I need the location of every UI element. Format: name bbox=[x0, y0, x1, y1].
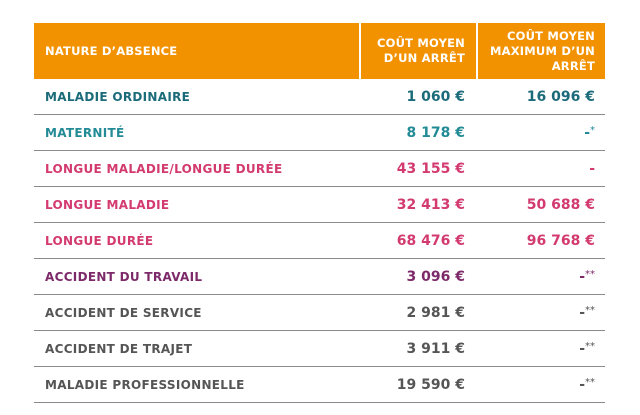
row-cout-moyen: 19 590 € bbox=[396, 376, 465, 393]
table-row: LONGUE MALADIE 32 413 € 50 688 € bbox=[34, 187, 605, 223]
table-row: LONGUE MALADIE/LONGUE DURÉE 43 155 € - bbox=[34, 151, 605, 187]
table-row: ACCIDENT DE TRAJET 3 911 € -** bbox=[34, 331, 605, 367]
row-cout-max: - bbox=[476, 161, 605, 177]
row-cout-moyen: 43 155 € bbox=[396, 160, 465, 177]
table-row: ACCIDENT DU TRAVAIL 3 096 € -** bbox=[34, 259, 605, 295]
footnote-marker: ** bbox=[585, 340, 595, 352]
row-nature: ACCIDENT DE SERVICE bbox=[45, 305, 202, 320]
header-cout-moyen: COÛT MOYEN D’UN ARRÊT bbox=[361, 23, 476, 79]
header-cout-moyen-max: COÛT MOYEN MAXIMUM D’UN ARRÊT bbox=[478, 23, 605, 79]
table-row: MATERNITÉ 8 178 € -* bbox=[34, 115, 605, 151]
row-cout-max: -** bbox=[476, 377, 605, 393]
header-cout-moyen-label: COÛT MOYEN D’UN ARRÊT bbox=[376, 36, 465, 65]
cout-max-value: - bbox=[584, 124, 590, 141]
row-nature: MALADIE ORDINAIRE bbox=[45, 89, 191, 104]
row-nature: LONGUE MALADIE/LONGUE DURÉE bbox=[45, 161, 283, 176]
row-nature: MALADIE PROFESSIONNELLE bbox=[45, 377, 245, 392]
row-cout-max: 96 768 € bbox=[476, 233, 605, 249]
cout-max-value: - bbox=[579, 304, 585, 321]
row-cout-max: 50 688 € bbox=[476, 197, 605, 213]
cout-max-value: - bbox=[579, 376, 585, 393]
cout-max-value: 16 096 € bbox=[526, 88, 595, 105]
row-cout-moyen: 3 911 € bbox=[406, 340, 465, 357]
row-nature: MATERNITÉ bbox=[45, 125, 125, 140]
row-nature: ACCIDENT DU TRAVAIL bbox=[45, 269, 203, 284]
table-row: MALADIE ORDINAIRE 1 060 € 16 096 € bbox=[34, 79, 605, 115]
cout-max-value: - bbox=[579, 340, 585, 357]
footnote-marker: ** bbox=[585, 376, 595, 388]
row-nature: ACCIDENT DE TRAJET bbox=[45, 341, 193, 356]
row-cout-moyen: 8 178 € bbox=[406, 124, 465, 141]
cout-max-value: - bbox=[579, 268, 585, 285]
row-cout-moyen: 32 413 € bbox=[396, 196, 465, 213]
row-cout-max: -** bbox=[476, 269, 605, 285]
cout-max-value: 50 688 € bbox=[526, 196, 595, 213]
header-cout-moyen-max-label: COÛT MOYEN MAXIMUM D’UN ARRÊT bbox=[490, 28, 595, 73]
row-cout-max: -** bbox=[476, 305, 605, 321]
absence-cost-table: NATURE D’ABSENCE COÛT MOYEN D’UN ARRÊT C… bbox=[34, 23, 605, 403]
row-cout-moyen: 3 096 € bbox=[406, 268, 465, 285]
row-cout-max: 16 096 € bbox=[476, 89, 605, 105]
row-cout-max: -* bbox=[476, 125, 605, 141]
row-nature: LONGUE MALADIE bbox=[45, 197, 170, 212]
table-row: MALADIE PROFESSIONNELLE 19 590 € -** bbox=[34, 367, 605, 403]
table-row: LONGUE DURÉE 68 476 € 96 768 € bbox=[34, 223, 605, 259]
footnote-marker: ** bbox=[585, 268, 595, 280]
row-cout-moyen: 2 981 € bbox=[406, 304, 465, 321]
header-nature: NATURE D’ABSENCE bbox=[34, 23, 359, 79]
row-nature: LONGUE DURÉE bbox=[45, 233, 154, 248]
cout-max-value: - bbox=[589, 160, 595, 177]
footnote-marker: ** bbox=[585, 304, 595, 316]
row-cout-moyen: 1 060 € bbox=[406, 88, 465, 105]
row-cout-moyen: 68 476 € bbox=[396, 232, 465, 249]
table-header: NATURE D’ABSENCE COÛT MOYEN D’UN ARRÊT C… bbox=[34, 23, 605, 79]
footnote-marker: * bbox=[590, 124, 595, 136]
table-row: ACCIDENT DE SERVICE 2 981 € -** bbox=[34, 295, 605, 331]
row-cout-max: -** bbox=[476, 341, 605, 357]
cout-max-value: 96 768 € bbox=[526, 232, 595, 249]
